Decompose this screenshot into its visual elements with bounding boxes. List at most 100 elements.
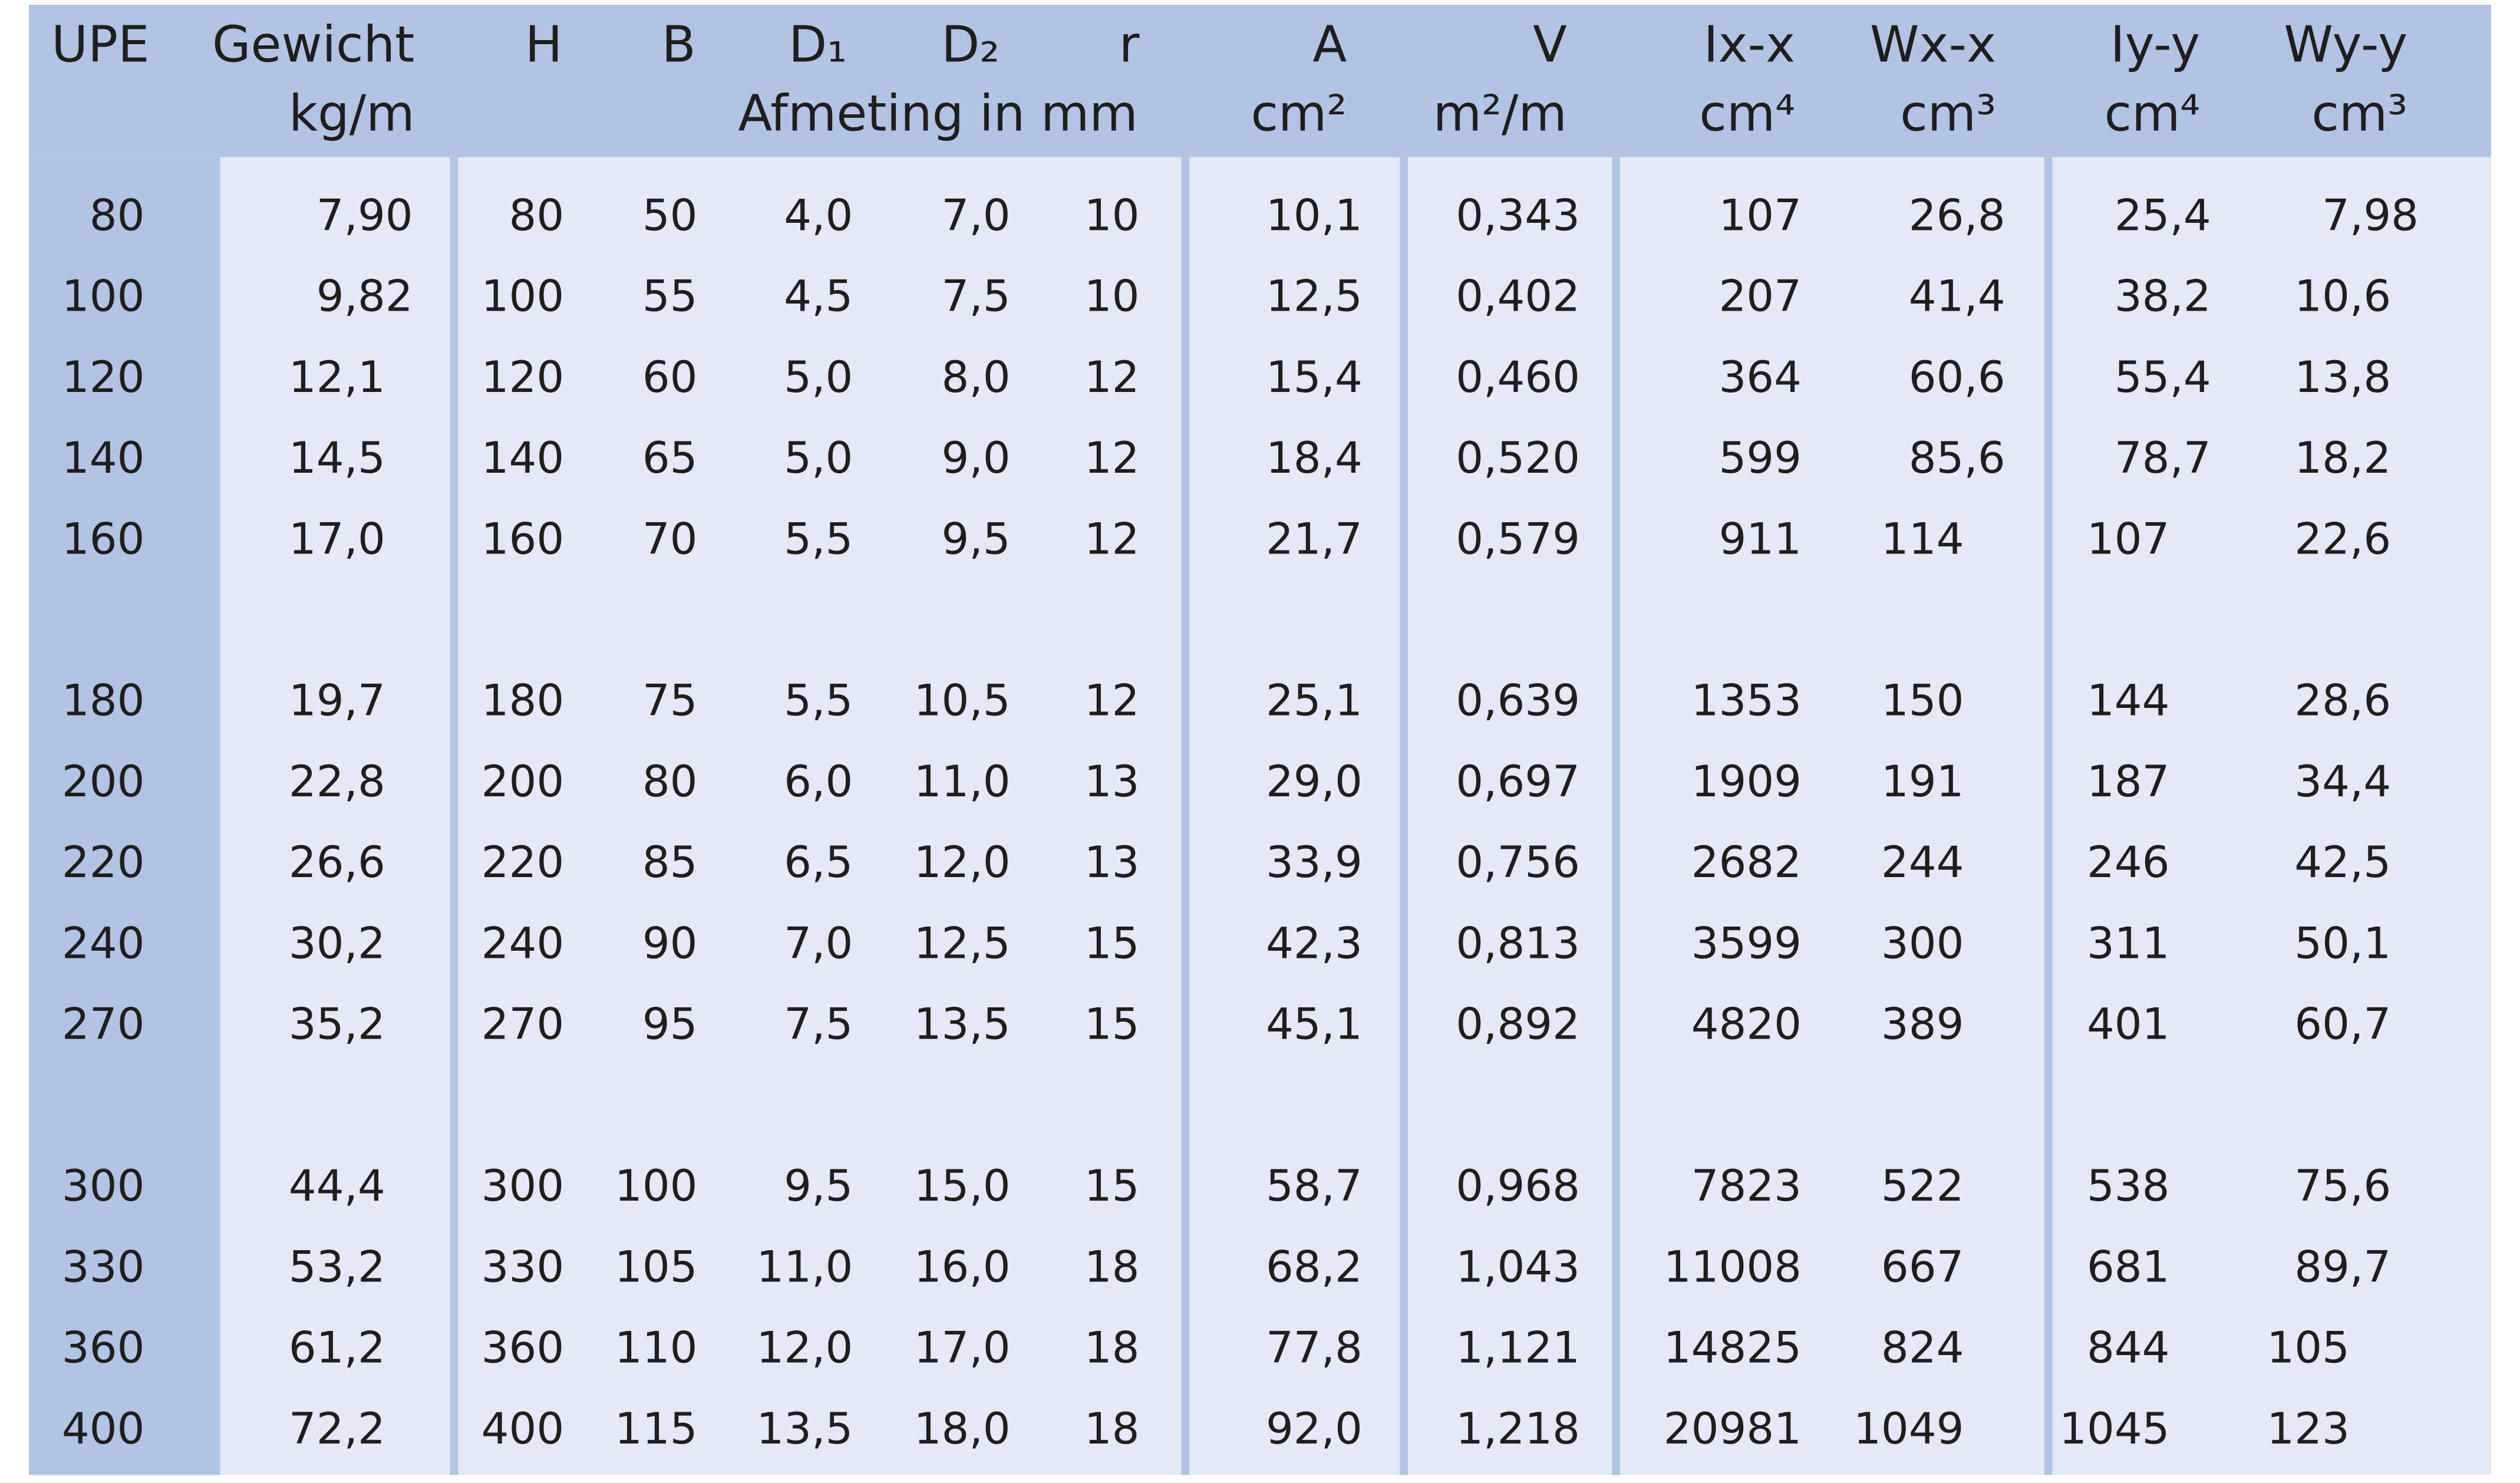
- cell: 18: [1084, 1242, 1140, 1292]
- cell: 10,1: [1266, 190, 1363, 240]
- cell: 18: [1084, 1323, 1140, 1373]
- cell: 187: [2087, 757, 2170, 807]
- column-separator: [2044, 157, 2053, 1475]
- cell: 5,0: [784, 433, 853, 483]
- header-label: D₂: [941, 16, 1000, 74]
- cell: 11,0: [756, 1242, 853, 1292]
- cell: 10,5: [914, 676, 1011, 726]
- cell: 105: [615, 1242, 698, 1292]
- cell: 15,0: [914, 1161, 1011, 1211]
- cell: 13,5: [914, 1000, 1011, 1050]
- cell: 115: [615, 1404, 698, 1454]
- header-label: r: [1119, 16, 1140, 74]
- header-label: Iy-y: [2110, 16, 2201, 74]
- cell: 55,4: [2115, 352, 2211, 403]
- cell: 95: [642, 1000, 698, 1050]
- cell: 78,7: [2115, 433, 2211, 483]
- cell: 80: [642, 757, 698, 807]
- cell: 300: [1881, 918, 1964, 968]
- row-label: 360: [62, 1323, 145, 1373]
- cell: 92,0: [1266, 1404, 1363, 1454]
- row-label: 330: [62, 1242, 145, 1292]
- cell: 50,1: [2294, 918, 2391, 968]
- row-label: 270: [62, 1000, 145, 1050]
- cell: 0,892: [1456, 1000, 1580, 1050]
- cell: 0,968: [1456, 1161, 1580, 1211]
- cell: 75,6: [2294, 1161, 2391, 1211]
- row-label: 80: [90, 190, 145, 240]
- cell: 12,5: [1266, 272, 1363, 322]
- cell: 10: [1084, 190, 1140, 240]
- header-unit: Afmeting in mm: [738, 85, 1137, 143]
- cell: 401: [2087, 1000, 2170, 1050]
- cell: 30,2: [289, 918, 385, 968]
- cell: 22,8: [289, 757, 385, 807]
- cell: 220: [481, 838, 565, 888]
- row-label: 240: [62, 918, 145, 968]
- cell: 5,0: [784, 352, 853, 403]
- cell: 389: [1881, 1000, 1964, 1050]
- cell: 1049: [1853, 1404, 1964, 1454]
- cell: 681: [2087, 1242, 2170, 1292]
- cell: 14,5: [289, 433, 385, 483]
- column-separator: [450, 157, 459, 1475]
- cell: 360: [481, 1323, 565, 1373]
- header-label: V: [1533, 16, 1567, 74]
- cell: 11,0: [914, 757, 1011, 807]
- cell: 107: [2087, 514, 2170, 564]
- cell: 160: [481, 514, 565, 564]
- cell: 18,4: [1266, 433, 1363, 483]
- cell: 89,7: [2294, 1242, 2391, 1292]
- cell: 8,0: [942, 352, 1011, 403]
- header-label: A: [1312, 16, 1347, 74]
- cell: 150: [1881, 676, 1964, 726]
- header-unit: cm⁴: [1699, 85, 1795, 143]
- row-label: 120: [62, 352, 145, 403]
- cell: 10,6: [2294, 272, 2391, 322]
- cell: 5,5: [784, 676, 853, 726]
- cell: 10: [1084, 272, 1140, 322]
- cell: 0,639: [1456, 676, 1580, 726]
- cell: 1,043: [1456, 1242, 1580, 1292]
- header-label: Wx-x: [1870, 16, 1996, 74]
- cell: 364: [1719, 352, 1802, 403]
- cell: 7,5: [784, 1000, 853, 1050]
- cell: 17,0: [289, 514, 385, 564]
- cell: 25,4: [2115, 190, 2211, 240]
- cell: 11008: [1664, 1242, 1802, 1292]
- cell: 29,0: [1266, 757, 1363, 807]
- header-unit: cm³: [2311, 85, 2407, 143]
- cell: 311: [2087, 918, 2170, 968]
- body-band: [29, 157, 2491, 1475]
- cell: 330: [481, 1242, 565, 1292]
- cell: 80: [509, 190, 565, 240]
- cell: 45,1: [1266, 1000, 1363, 1050]
- cell: 13,5: [756, 1404, 853, 1454]
- cell: 1353: [1691, 676, 1802, 726]
- row-label: 200: [62, 757, 145, 807]
- cell: 44,4: [289, 1161, 385, 1211]
- cell: 17,0: [914, 1323, 1011, 1373]
- cell: 12: [1084, 676, 1140, 726]
- cell: 7,98: [2322, 190, 2419, 240]
- cell: 33,9: [1266, 838, 1363, 888]
- cell: 5,5: [784, 514, 853, 564]
- cell: 0,579: [1456, 514, 1580, 564]
- cell: 4,5: [784, 272, 853, 322]
- header-unit: m²/m: [1433, 85, 1567, 143]
- header-label: UPE: [51, 16, 149, 74]
- cell: 55: [642, 272, 698, 322]
- header-label: H: [525, 16, 563, 74]
- cell: 7,0: [942, 190, 1011, 240]
- first-column-band: [29, 157, 220, 1475]
- cell: 144: [2087, 676, 2170, 726]
- cell: 1045: [2059, 1404, 2169, 1454]
- cell: 1909: [1691, 757, 1802, 807]
- cell: 21,7: [1266, 514, 1363, 564]
- header-label: Ix-x: [1704, 16, 1795, 74]
- cell: 85,6: [1909, 433, 2006, 483]
- cell: 72,2: [289, 1404, 385, 1454]
- cell: 12,5: [914, 918, 1011, 968]
- cell: 244: [1881, 838, 1964, 888]
